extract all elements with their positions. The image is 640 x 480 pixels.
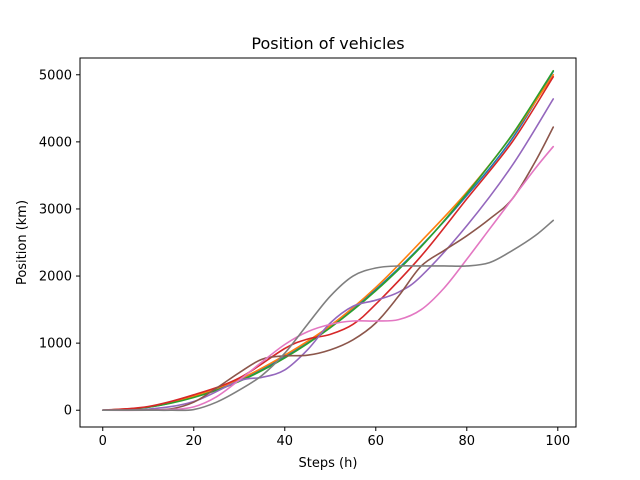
x-tick-label: 80	[459, 434, 476, 449]
series-line-2	[101, 73, 555, 412]
series-layer	[101, 69, 555, 412]
y-tick-label: 1000	[39, 337, 72, 352]
y-tick-label: 2000	[39, 270, 72, 285]
y-tick-label: 0	[64, 404, 72, 419]
plot-frame	[79, 57, 577, 428]
x-tick-label: 60	[368, 434, 385, 449]
x-tick-label: 20	[185, 434, 202, 449]
y-tick-label: 5000	[39, 68, 72, 83]
series-line-5	[101, 98, 555, 412]
y-tick-label: 4000	[39, 135, 72, 150]
y-axis-label: Position (km)	[15, 200, 30, 285]
x-tick-label: 40	[276, 434, 293, 449]
series-line-4	[101, 75, 555, 412]
x-tick-label: 100	[545, 434, 570, 449]
series-line-1	[101, 70, 555, 412]
y-tick-label: 3000	[39, 202, 72, 217]
series-line-6	[101, 126, 555, 412]
series-line-3	[101, 69, 555, 412]
chart-title: Position of vehicles	[251, 34, 404, 53]
x-tick-label: 0	[99, 434, 107, 449]
series-line-7	[101, 145, 555, 412]
x-axis-label: Steps (h)	[299, 456, 358, 471]
series-line-8	[101, 219, 555, 412]
